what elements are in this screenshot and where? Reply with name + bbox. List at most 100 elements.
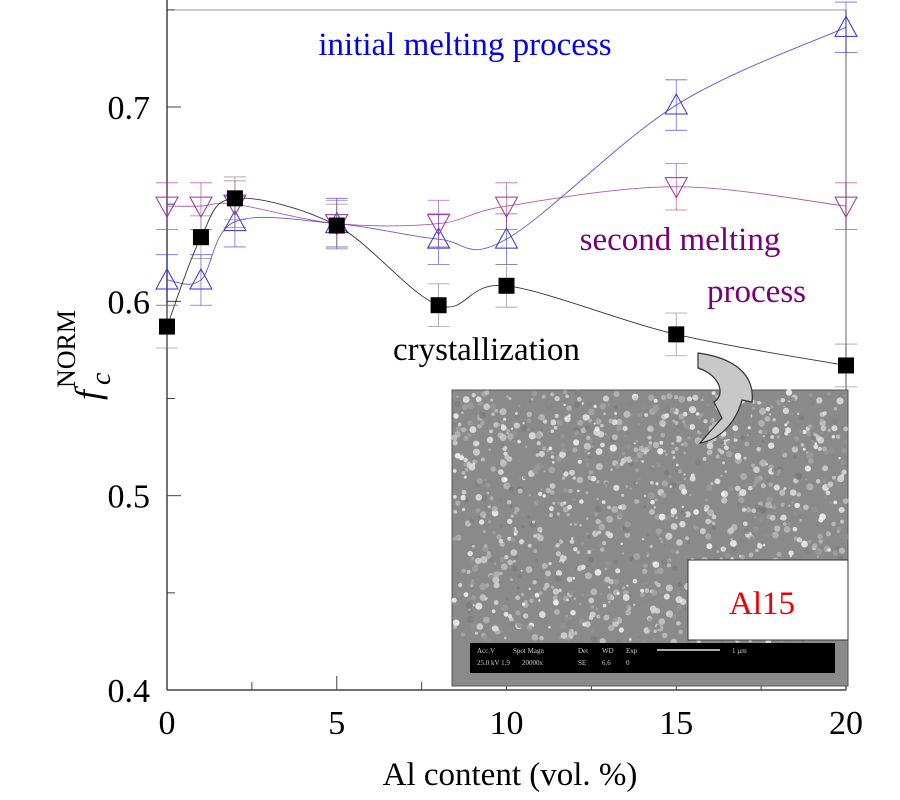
sem-grain — [585, 491, 589, 495]
sem-grain — [595, 448, 603, 455]
sem-grain — [471, 392, 476, 398]
sem-grain — [643, 563, 648, 569]
sem-grain — [664, 453, 668, 456]
sem-grain — [464, 467, 469, 472]
sem-grain — [803, 504, 809, 511]
sem-grain — [753, 480, 759, 486]
sem-grain — [738, 537, 746, 545]
sem-grain — [615, 568, 621, 574]
sem-grain — [645, 582, 648, 585]
sem-grain — [576, 476, 584, 484]
sem-grain — [794, 445, 797, 449]
sem-grain — [565, 614, 569, 618]
sem-grain — [756, 433, 763, 440]
sem-grain — [503, 611, 509, 617]
sem-grain — [455, 425, 462, 432]
sem-grain — [492, 574, 496, 577]
sem-grain — [503, 482, 511, 490]
sem-grain — [656, 463, 661, 468]
sem-grain — [577, 419, 584, 426]
sem-grain — [689, 423, 696, 430]
sem-grain — [480, 556, 488, 564]
sem-grain — [584, 448, 589, 453]
sem-grain — [572, 496, 580, 503]
sem-grain — [507, 518, 513, 525]
sem-grain — [713, 449, 719, 455]
sem-grain — [773, 484, 780, 491]
x-tick-label: 15 — [659, 705, 693, 742]
sem-grain — [465, 428, 468, 431]
sem-grain — [535, 590, 539, 594]
sem-grain — [519, 585, 523, 589]
sem-grain — [556, 501, 561, 506]
sem-grain — [655, 528, 662, 535]
sem-grain — [499, 571, 503, 576]
sem-grain — [548, 446, 553, 451]
sem-grain — [507, 559, 514, 566]
sem-grain — [672, 408, 676, 412]
sem-grain — [740, 473, 748, 480]
sem-grain — [683, 441, 689, 447]
sem-grain — [567, 504, 573, 510]
sem-grain — [624, 521, 631, 528]
sem-grain — [785, 389, 793, 396]
sem-grain — [454, 401, 461, 407]
sem-grain — [532, 580, 537, 585]
sem-grain — [765, 406, 771, 412]
sem-grain — [666, 563, 671, 568]
sem-grain — [623, 434, 627, 438]
sem-grain — [703, 504, 710, 511]
sem-grain — [795, 472, 803, 480]
sem-grain — [453, 423, 457, 427]
sem-grain — [719, 449, 725, 455]
sem-grain — [731, 545, 738, 552]
sem-grain — [827, 428, 831, 433]
sem-grain — [603, 412, 606, 416]
sem-grain — [573, 401, 581, 408]
sem-grain — [604, 481, 609, 486]
series-square — [156, 176, 857, 388]
sem-grain — [476, 623, 484, 630]
sem-grain — [633, 442, 636, 445]
sem-grain — [841, 447, 847, 454]
sem-grain — [653, 506, 656, 509]
sem-grain — [646, 444, 652, 450]
sem-grain — [813, 444, 819, 450]
sem-grain — [487, 520, 492, 524]
data-point-square — [668, 326, 685, 343]
sem-grain — [621, 552, 624, 555]
sem-grain — [561, 447, 567, 453]
sem-grain — [467, 420, 473, 426]
sem-grain — [784, 423, 788, 427]
sem-grain — [807, 424, 813, 429]
label-crystallization: crystallization — [393, 332, 580, 368]
sem-grain — [670, 508, 678, 515]
sem-grain — [586, 435, 591, 441]
sem-grain — [676, 608, 679, 612]
sem-grain — [606, 593, 614, 601]
sem-grain — [452, 392, 458, 399]
sem-grain — [555, 551, 562, 557]
sem-grain — [546, 448, 550, 453]
sem-grain — [555, 543, 560, 548]
sem-grain — [513, 532, 517, 536]
sem-grain — [492, 530, 497, 535]
sem-grain — [505, 597, 509, 601]
sem-grain — [637, 476, 642, 481]
sem-grain — [608, 418, 614, 424]
sem-grain — [605, 484, 608, 487]
sem-grain — [566, 636, 571, 641]
sem-grain — [771, 531, 779, 539]
sem-grain — [685, 524, 688, 527]
sem-grain — [528, 587, 531, 591]
sem-grain — [799, 515, 802, 518]
sem-grain — [587, 427, 593, 434]
sem-grain — [590, 588, 598, 596]
sem-grain — [512, 559, 516, 563]
sem-grain — [486, 436, 494, 444]
sem-grain — [705, 533, 712, 540]
sem-grain — [510, 514, 514, 518]
sem-grain — [613, 391, 620, 398]
sem-grain — [521, 602, 526, 606]
sem-grain — [585, 397, 589, 401]
